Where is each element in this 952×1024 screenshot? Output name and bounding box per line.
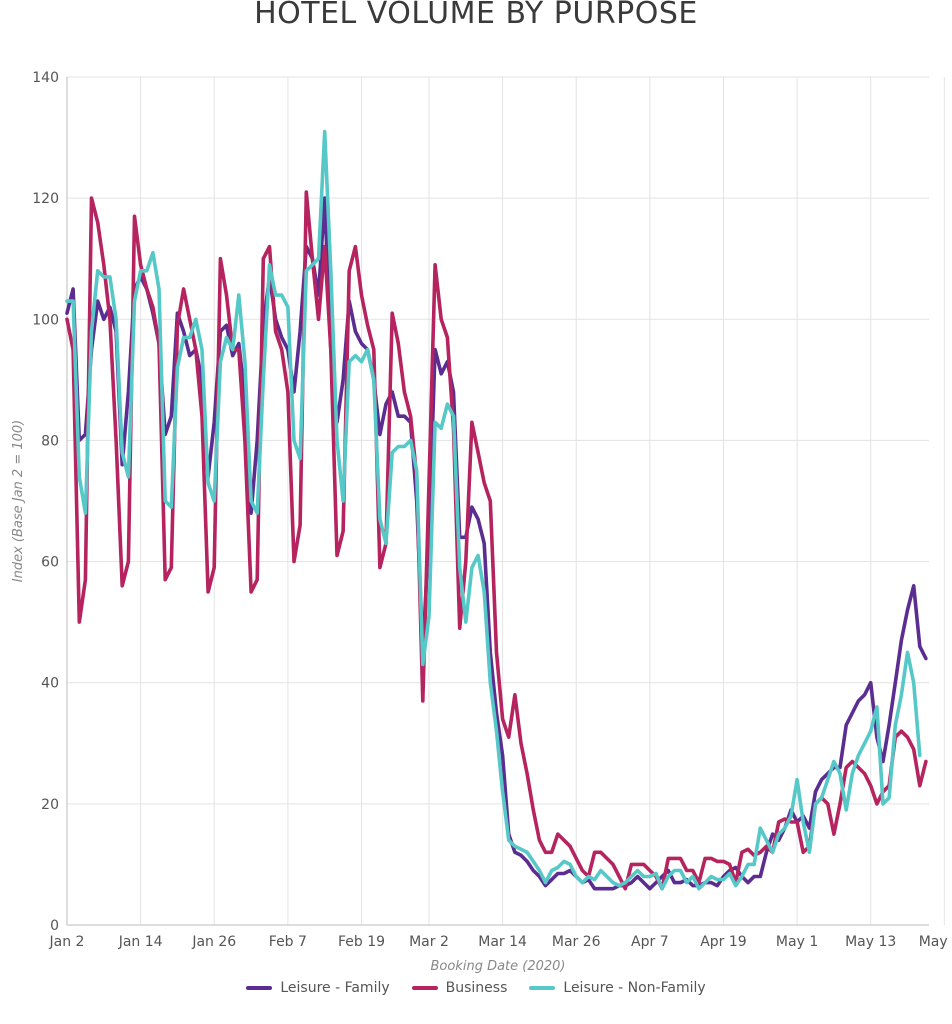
y-tick-label: 120 <box>32 191 59 207</box>
series-line-leisure-non-family <box>65 129 922 891</box>
axes <box>66 77 929 926</box>
x-tick-label: Mar 14 <box>478 934 527 950</box>
y-tick-label: 100 <box>32 312 59 328</box>
legend-label: Business <box>445 980 508 996</box>
y-tick-label: 80 <box>41 433 59 449</box>
legend-swatch <box>246 986 273 990</box>
x-axis-title: Booking Date (2020) <box>430 959 565 974</box>
legend-item-leisure-family: Leisure - Family <box>246 980 390 996</box>
chart-title: HOTEL VOLUME BY PURPOSE <box>254 0 698 31</box>
legend: Leisure - Family Business Leisure - Non-… <box>0 980 952 996</box>
legend-item-leisure-non-family: Leisure - Non-Family <box>529 980 706 996</box>
y-tick-label: 0 <box>50 918 59 934</box>
x-tick-label: Apr 19 <box>700 934 746 950</box>
x-tick-label: May 25 <box>919 934 952 950</box>
x-tick-label: May 1 <box>776 934 818 950</box>
x-tick-label: Feb 19 <box>338 934 385 950</box>
x-tick-label: Feb 7 <box>269 934 307 950</box>
legend-label: Leisure - Family <box>280 980 390 996</box>
x-tick-label: Mar 2 <box>409 934 449 950</box>
x-tick-label: Jan 2 <box>49 934 85 950</box>
legend-swatch <box>529 986 556 990</box>
y-tick-label: 20 <box>41 797 59 813</box>
y-axis-title: Index (Base Jan 2 = 100) <box>11 420 26 583</box>
series-lines <box>65 129 928 891</box>
y-tick-label: 140 <box>32 70 59 86</box>
series-line-business <box>65 190 928 891</box>
legend-swatch <box>411 986 438 990</box>
x-tick-label: Apr 7 <box>631 934 669 950</box>
x-tick-label: Jan 14 <box>118 934 163 950</box>
legend-item-business: Business <box>411 980 508 996</box>
x-tick-label: Jan 26 <box>191 934 236 950</box>
legend-label: Leisure - Non-Family <box>563 980 706 996</box>
x-tick-label: Mar 26 <box>552 934 601 950</box>
x-tick-label: May 13 <box>845 934 896 950</box>
tick-labels: 0 20 40 60 80 100 120 140 Jan 2 Jan 14 Jan 26 Feb 7… <box>32 70 952 950</box>
grid-lines <box>67 76 945 925</box>
y-tick-label: 40 <box>41 676 59 692</box>
y-tick-label: 60 <box>41 555 59 571</box>
